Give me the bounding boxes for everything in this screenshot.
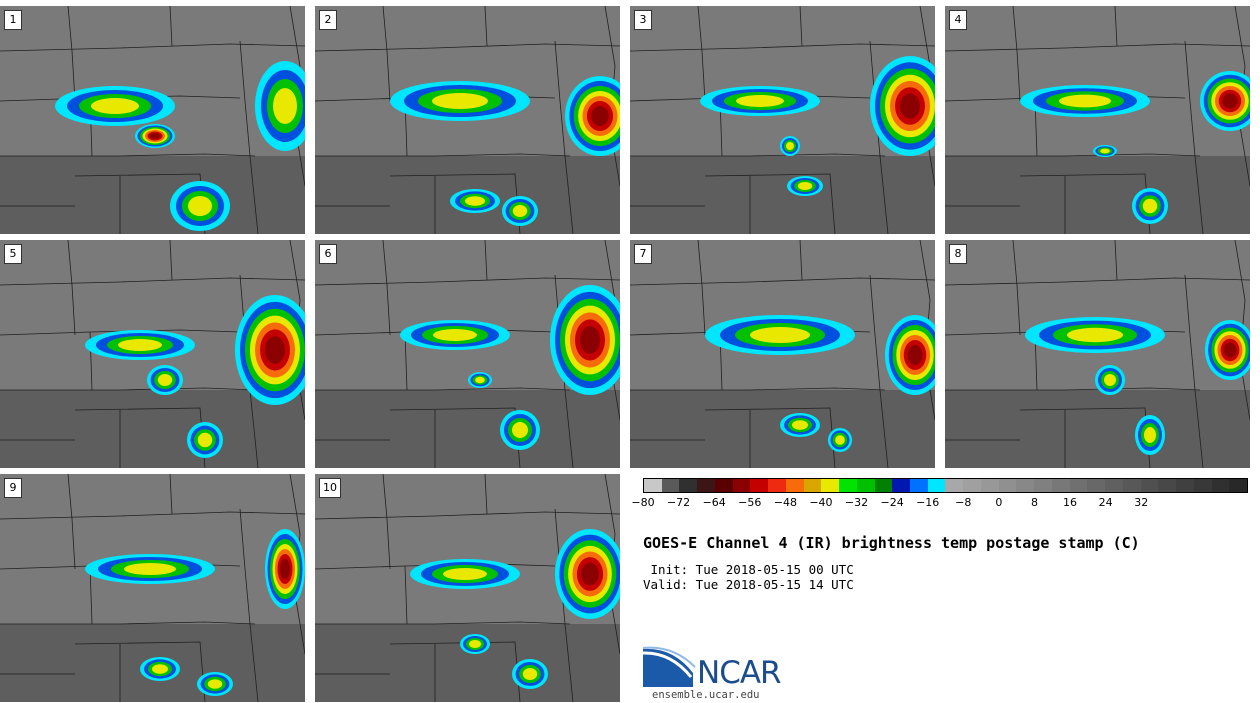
colorbar-tick-label: −40 bbox=[809, 496, 833, 509]
colorbar-swatch bbox=[803, 479, 822, 492]
map-panel-1: 1 bbox=[0, 6, 305, 234]
colorbar-swatch bbox=[1140, 479, 1159, 492]
colorbar-tick-label: −48 bbox=[773, 496, 797, 509]
colorbar-swatch bbox=[1158, 479, 1177, 492]
colorbar-swatch bbox=[644, 479, 662, 492]
colorbar-swatch bbox=[1193, 479, 1212, 492]
colorbar-tick-label: −80 bbox=[631, 496, 655, 509]
panel-label: 8 bbox=[949, 244, 967, 264]
colorbar-swatch bbox=[980, 479, 999, 492]
logo-url: ensemble.ucar.edu bbox=[652, 689, 760, 701]
colorbar-tick-label: −32 bbox=[844, 496, 869, 509]
colorbar-swatch bbox=[1122, 479, 1141, 492]
logo-wordmark: NCAR bbox=[697, 655, 782, 691]
colorbar-swatch bbox=[998, 479, 1017, 492]
colorbar-tick-label: 16 bbox=[1063, 496, 1078, 509]
map-panel-5: 5 bbox=[0, 240, 305, 468]
colorbar-swatch bbox=[1105, 479, 1123, 492]
map-panel-8: 8 bbox=[945, 240, 1250, 468]
colorbar-swatch bbox=[856, 479, 875, 492]
panel-label: 3 bbox=[634, 10, 652, 30]
panel-label: 2 bbox=[319, 10, 337, 30]
colorbar-tick-label: −16 bbox=[916, 496, 940, 509]
colorbar-swatch bbox=[1211, 479, 1230, 492]
colorbar-swatch bbox=[785, 479, 804, 492]
colorbar-swatch bbox=[1229, 479, 1247, 492]
colorbar-swatch bbox=[714, 479, 733, 492]
panel-label: 5 bbox=[4, 244, 22, 264]
init-time: Init: Tue 2018-05-15 00 UTC bbox=[643, 562, 854, 577]
colorbar-swatch bbox=[732, 479, 751, 492]
colorbar-swatch bbox=[945, 479, 964, 492]
map-panel-4: 4 bbox=[945, 6, 1250, 234]
colorbar-swatch bbox=[839, 479, 857, 492]
panel-label: 6 bbox=[319, 244, 337, 264]
colorbar-swatch bbox=[768, 479, 786, 492]
map-panel-3: 3 bbox=[630, 6, 935, 234]
map-panel-6: 6 bbox=[315, 240, 620, 468]
ncar-logo-icon bbox=[643, 646, 696, 687]
colorbar-swatch bbox=[1176, 479, 1194, 492]
colorbar-tick-label: −64 bbox=[702, 496, 726, 509]
colorbar bbox=[643, 478, 1248, 493]
colorbar-ticks: −80 −72 −64 −56 −48 −40 −32 −24 −16 −8 0 8 16 24 32 bbox=[631, 496, 1248, 512]
colorbar-swatch bbox=[874, 479, 893, 492]
panel-label: 4 bbox=[949, 10, 967, 30]
colorbar-swatch bbox=[1034, 479, 1052, 492]
colorbar-tick-label: −24 bbox=[880, 496, 904, 509]
colorbar-swatch bbox=[661, 479, 680, 492]
colorbar-tick-label: −8 bbox=[955, 496, 972, 509]
colorbar-tick-label: 0 bbox=[995, 496, 1003, 509]
colorbar-swatch bbox=[910, 479, 928, 492]
colorbar-tick-label: −56 bbox=[738, 496, 762, 509]
colorbar-tick-label: 24 bbox=[1098, 496, 1113, 509]
colorbar-swatch bbox=[892, 479, 911, 492]
map-panel-7: 7 bbox=[630, 240, 935, 468]
colorbar-swatch bbox=[1069, 479, 1088, 492]
colorbar-swatch bbox=[927, 479, 946, 492]
colorbar-swatch bbox=[697, 479, 715, 492]
colorbar-tick-label: 8 bbox=[1030, 496, 1038, 509]
panel-label: 10 bbox=[319, 478, 341, 498]
panel-label: 9 bbox=[4, 478, 22, 498]
colorbar-swatch bbox=[963, 479, 981, 492]
valid-time: Valid: Tue 2018-05-15 14 UTC bbox=[643, 577, 854, 592]
colorbar-swatch bbox=[1051, 479, 1070, 492]
panel-label: 1 bbox=[4, 10, 22, 30]
map-panel-10: 10 bbox=[315, 474, 620, 702]
colorbar-tick-label: 32 bbox=[1134, 496, 1149, 509]
page-title: GOES-E Channel 4 (IR) brightness temp po… bbox=[643, 534, 1140, 552]
map-panel-9: 9 bbox=[0, 474, 305, 702]
colorbar-swatch bbox=[679, 479, 698, 492]
colorbar-swatch bbox=[1016, 479, 1035, 492]
map-panel-2: 2 bbox=[315, 6, 620, 234]
colorbar-swatch bbox=[821, 479, 840, 492]
colorbar-swatch bbox=[750, 479, 769, 492]
colorbar-swatch bbox=[1087, 479, 1106, 492]
panel-label: 7 bbox=[634, 244, 652, 264]
colorbar-tick-label: −72 bbox=[666, 496, 691, 509]
